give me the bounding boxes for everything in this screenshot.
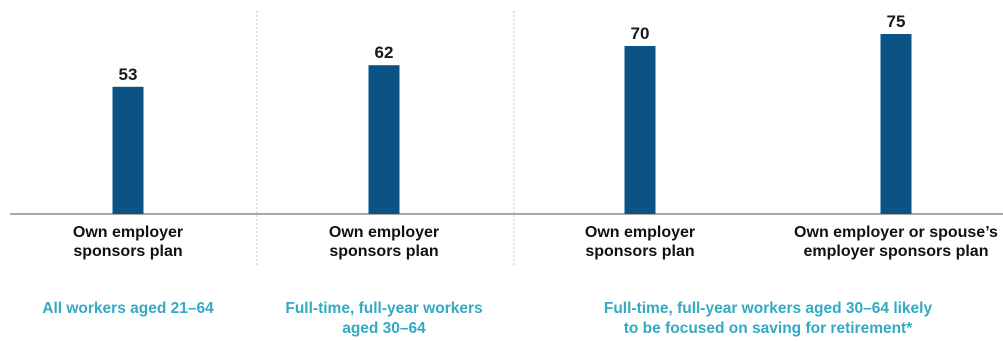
bar (112, 86, 144, 214)
bar (368, 65, 400, 214)
group-label-line: Full-time, full-year workers (285, 300, 482, 317)
category-label: Own employer or spouse’s employer sponsor… (794, 224, 998, 260)
category-label: Own employer sponsors plan (585, 224, 695, 260)
category-label-line: sponsors plan (585, 243, 694, 260)
bar-value-label: 75 (887, 12, 906, 31)
group-label: Full-time, full-year workers aged 30–64 (285, 300, 482, 337)
bar-value-label: 70 (631, 24, 650, 43)
group-label-line: Full-time, full-year workers aged 30–64 … (604, 300, 933, 317)
group-label-line: All workers aged 21–64 (42, 300, 214, 317)
bar-value-label: 62 (375, 43, 394, 62)
group-label-line: aged 30–64 (342, 320, 426, 337)
category-label: Own employer sponsors plan (329, 224, 439, 260)
bar (880, 34, 912, 214)
category-label-line: Own employer (585, 224, 695, 241)
group-label: All workers aged 21–64 (42, 300, 214, 317)
category-label-line: Own employer (329, 224, 439, 241)
category-label-line: Own employer (73, 224, 183, 241)
bar (624, 46, 656, 214)
category-label-line: sponsors plan (73, 243, 182, 260)
category-label-line: employer sponsors plan (804, 243, 989, 260)
group-label: Full-time, full-year workers aged 30–64 … (604, 300, 933, 337)
bar-value-label: 53 (119, 65, 138, 84)
category-label: Own employer sponsors plan (73, 224, 183, 260)
group-label-line: to be focused on saving for retirement* (624, 320, 913, 337)
category-label-line: sponsors plan (329, 243, 438, 260)
category-label-line: Own employer or spouse’s (794, 224, 998, 241)
